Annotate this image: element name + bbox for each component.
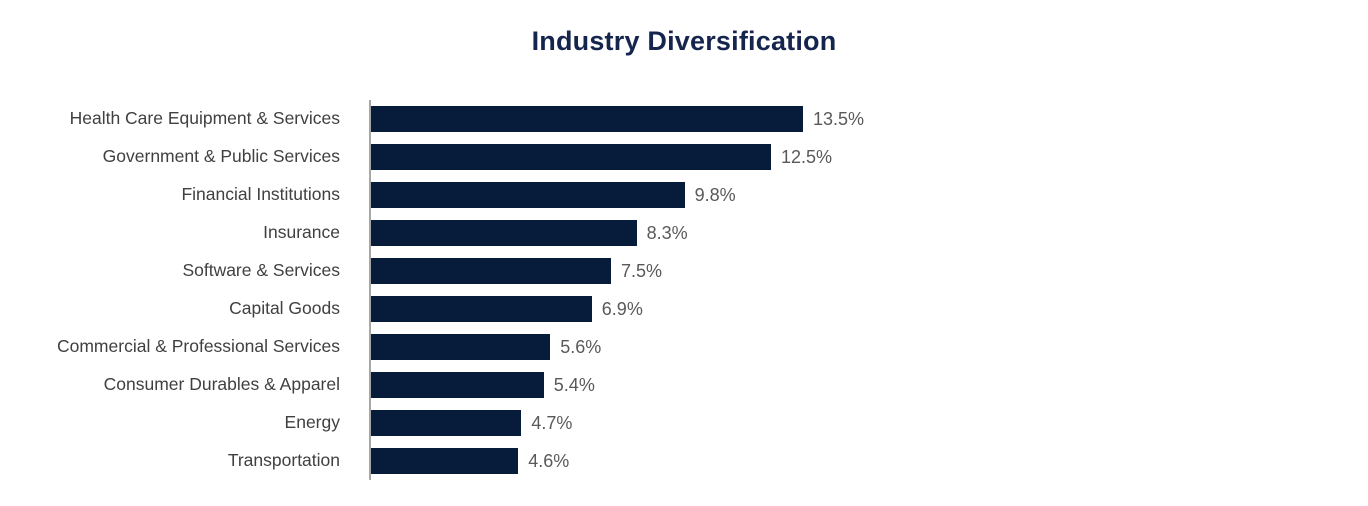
bar-track: 5.6% [369, 328, 601, 366]
value-label: 8.3% [646, 223, 688, 243]
value-label: 7.5% [621, 261, 663, 281]
bar [371, 144, 771, 170]
category-label: Government & Public Services [102, 146, 340, 167]
category-label: Commercial & Professional Services [56, 336, 340, 357]
bar [371, 106, 803, 132]
bar [371, 410, 522, 436]
category-label: Health Care Equipment & Services [69, 108, 340, 129]
bar-track: 8.3% [369, 214, 688, 252]
chart-row: Transportation 4.6% [0, 442, 864, 480]
value-label: 4.7% [531, 413, 573, 433]
chart-title: Industry Diversification [531, 26, 837, 56]
bar-track: 4.7% [369, 404, 572, 442]
bar [371, 334, 551, 360]
chart-row: Capital Goods 6.9% [0, 290, 864, 328]
chart-row: Health Care Equipment & Services 13.5% [0, 100, 864, 138]
bar-track: 9.8% [369, 176, 736, 214]
bar [371, 448, 519, 474]
chart-row: Energy 4.7% [0, 404, 864, 442]
chart-row: Commercial & Professional Services 5.6% [0, 328, 864, 366]
bar-track: 12.5% [369, 138, 832, 176]
category-label: Consumer Durables & Apparel [103, 374, 340, 395]
bar-track: 13.5% [369, 100, 864, 138]
bar [371, 258, 611, 284]
category-label: Energy [284, 412, 340, 433]
value-label: 12.5% [781, 147, 833, 167]
category-label: Capital Goods [229, 298, 340, 319]
bar [371, 372, 544, 398]
chart-row: Insurance 8.3% [0, 214, 864, 252]
chart-row: Government & Public Services 12.5% [0, 138, 864, 176]
category-label: Transportation [227, 450, 340, 471]
plot-area: Health Care Equipment & Services 13.5% Gov… [0, 100, 864, 480]
bar-track: 7.5% [369, 252, 662, 290]
bar-track: 6.9% [369, 290, 643, 328]
bar [371, 296, 592, 322]
chart-row: Consumer Durables & Apparel 5.4% [0, 366, 864, 404]
chart-row: Financial Institutions 9.8% [0, 176, 864, 214]
bar-track: 5.4% [369, 366, 595, 404]
value-label: 9.8% [694, 185, 736, 205]
chart-row: Software & Services 7.5% [0, 252, 864, 290]
value-label: 13.5% [813, 109, 865, 129]
value-label: 5.4% [553, 375, 595, 395]
bar [371, 182, 685, 208]
category-label: Financial Institutions [181, 184, 340, 205]
bar-track: 4.6% [369, 442, 569, 480]
value-label: 4.6% [528, 451, 570, 471]
category-label: Software & Services [182, 260, 340, 281]
category-label: Insurance [263, 222, 340, 243]
value-label: 5.6% [560, 337, 602, 357]
value-label: 6.9% [601, 299, 643, 319]
bar [371, 220, 637, 246]
